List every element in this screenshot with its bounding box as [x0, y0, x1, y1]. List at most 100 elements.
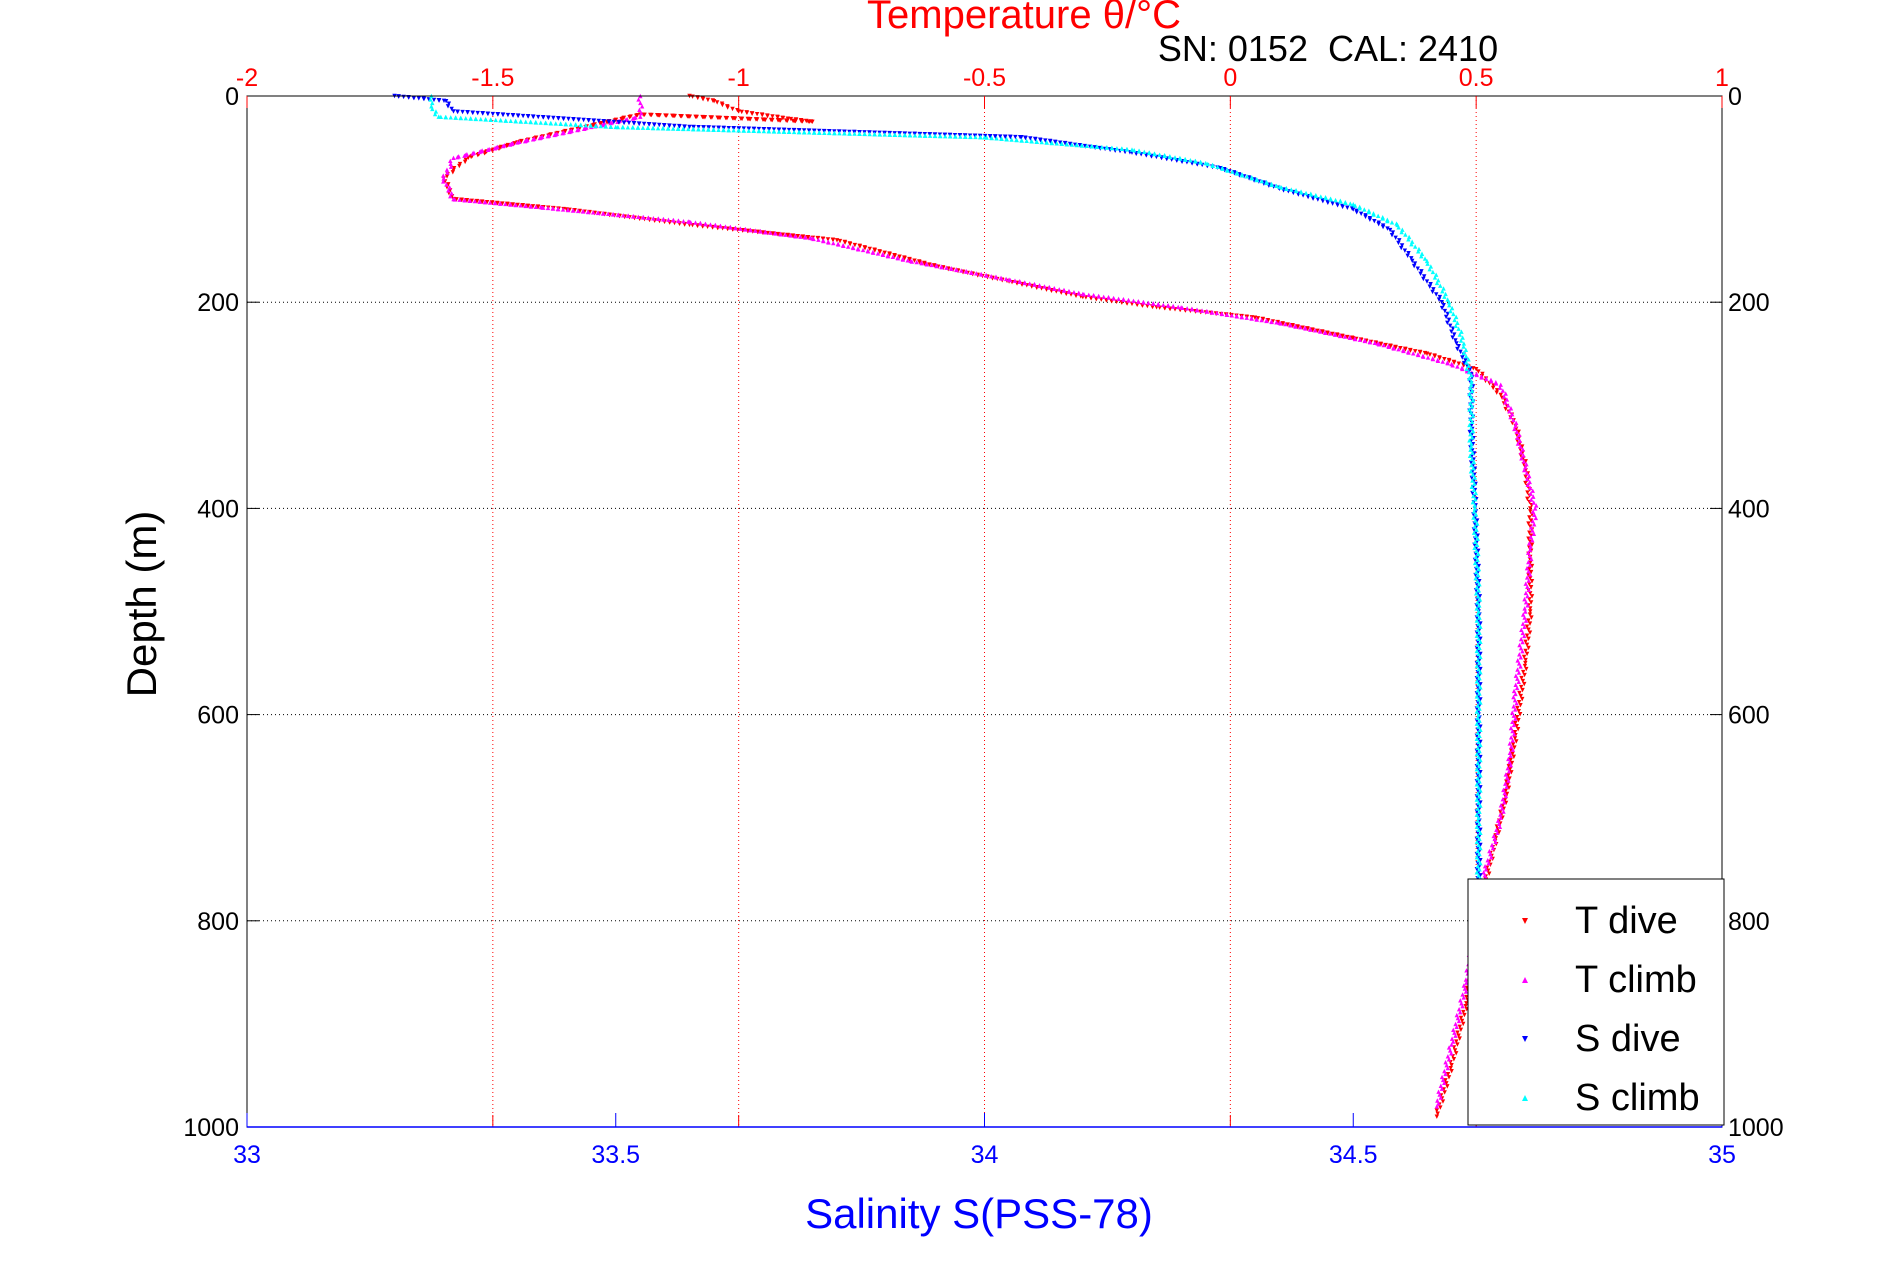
data-point: [448, 161, 453, 166]
data-point: [1526, 521, 1531, 526]
data-point: [1474, 518, 1480, 523]
data-point: [1477, 763, 1482, 769]
data-point: [1526, 569, 1531, 574]
data-point: [1472, 475, 1478, 480]
data-point: [1528, 491, 1533, 496]
data-point: [504, 143, 509, 149]
data-point: [681, 218, 686, 224]
data-point: [917, 260, 922, 265]
data-point: [711, 127, 716, 132]
data-point: [641, 215, 646, 220]
data-point: [460, 109, 465, 115]
data-point: [1478, 636, 1483, 641]
data-point: [1180, 305, 1185, 311]
data-point: [619, 116, 624, 122]
data-point: [875, 251, 881, 256]
data-point: [1474, 854, 1480, 860]
data-point: [1378, 342, 1384, 347]
data-point: [1447, 358, 1452, 364]
data-point: [473, 116, 479, 122]
data-point: [1468, 447, 1473, 452]
data-point: [1124, 147, 1130, 152]
data-point: [1300, 325, 1305, 330]
data-point: [505, 112, 511, 118]
data-point: [1478, 830, 1483, 836]
data-point: [1473, 367, 1479, 372]
data-point: [1512, 745, 1517, 750]
data-point: [475, 110, 480, 116]
data-point: [1476, 621, 1481, 626]
data-point: [1413, 349, 1418, 354]
data-point: [1476, 548, 1481, 554]
data-point: [1455, 346, 1460, 352]
data-point: [1528, 534, 1534, 540]
data-point: [1527, 530, 1532, 535]
data-point: [1445, 1065, 1450, 1071]
data-point: [1449, 329, 1454, 334]
data-point: [655, 112, 660, 118]
data-point: [1517, 690, 1522, 696]
data-point: [1510, 719, 1515, 725]
data-point: [1393, 345, 1398, 350]
data-point: [430, 100, 435, 106]
data-point: [1528, 509, 1533, 514]
data-point: [1456, 344, 1461, 349]
data-point: [1413, 244, 1418, 249]
data-point: [1477, 748, 1482, 754]
data-point: [1477, 615, 1482, 620]
data-point: [1214, 310, 1220, 316]
data-point: [731, 126, 737, 131]
data-point: [1406, 251, 1411, 256]
data-point: [1477, 660, 1482, 666]
data-point: [1391, 346, 1396, 351]
data-point: [1520, 447, 1526, 452]
data-point: [1521, 669, 1526, 675]
data-point: [1254, 177, 1260, 183]
data-point: [1279, 185, 1284, 190]
data-point: [1530, 509, 1536, 514]
data-point: [1141, 300, 1146, 305]
data-point: [1457, 332, 1463, 337]
data-point: [805, 119, 811, 124]
data-point: [1515, 676, 1520, 681]
data-point: [528, 119, 534, 125]
data-point: [1473, 496, 1478, 502]
data-point: [1131, 147, 1137, 153]
data-point: [730, 106, 735, 112]
data-point: [988, 134, 993, 139]
data-point: [821, 238, 826, 244]
data-point: [446, 182, 451, 187]
data-point: [530, 204, 536, 209]
data-point: [493, 200, 498, 206]
data-point: [1427, 352, 1433, 357]
data-point: [553, 121, 558, 126]
data-point: [1478, 624, 1483, 629]
data-point: [480, 199, 485, 205]
data-point: [1244, 315, 1249, 320]
data-point: [593, 123, 599, 129]
data-point: [1478, 654, 1483, 660]
data-point: [1517, 432, 1522, 437]
data-point: [1510, 728, 1515, 734]
data-point: [1513, 691, 1518, 697]
y-axis-title: Depth (m): [118, 511, 165, 698]
data-point: [1109, 145, 1115, 151]
data-point: [611, 212, 616, 217]
data-point: [1447, 302, 1452, 308]
data-point: [1427, 284, 1432, 289]
data-point: [1476, 857, 1481, 863]
data-point: [1209, 310, 1215, 315]
data-point: [1528, 547, 1533, 552]
data-point: [1081, 292, 1087, 297]
data-point: [1476, 754, 1481, 760]
data-point: [705, 97, 711, 103]
data-point: [1475, 730, 1480, 735]
top-axis-title: Temperature θ/°C: [867, 0, 1181, 37]
data-point: [984, 135, 989, 140]
data-point: [1470, 413, 1476, 418]
data-point: [693, 220, 698, 225]
data-point: [1463, 353, 1469, 359]
data-point: [436, 98, 442, 103]
x-top-tick-label: -1.5: [471, 64, 514, 92]
data-point: [1478, 697, 1483, 702]
